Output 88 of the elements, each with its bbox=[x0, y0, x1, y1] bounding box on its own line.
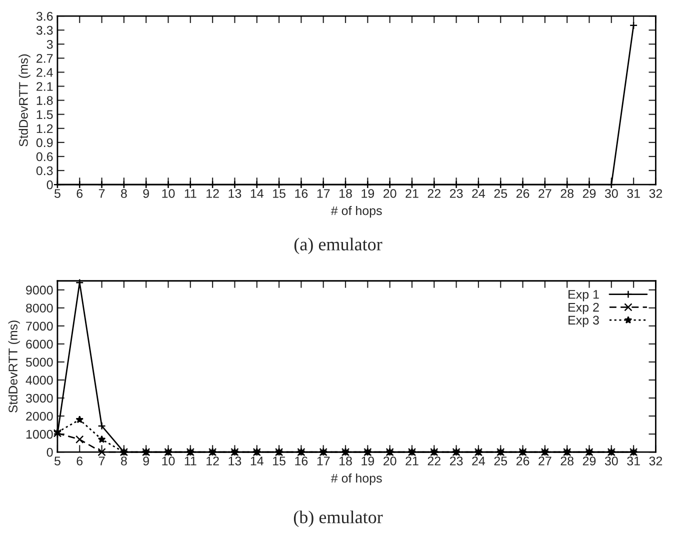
x-tick-label: 13 bbox=[228, 189, 242, 198]
x-tick-label: 16 bbox=[295, 456, 308, 466]
text: (a) emulator bbox=[294, 238, 382, 254]
y-tick-label: 3000 bbox=[26, 394, 53, 403]
y-tick-label: 0.9 bbox=[36, 138, 53, 148]
y-tick-label: 2.1 bbox=[36, 82, 53, 91]
y-tick-label: 0 bbox=[46, 448, 53, 457]
y-tick-label: 6000 bbox=[26, 340, 53, 349]
y-tick-label: 1.5 bbox=[36, 110, 53, 120]
y-tick-label: 3.3 bbox=[36, 26, 53, 35]
x-tick-label: 12 bbox=[206, 189, 219, 198]
x-tick-label: 26 bbox=[516, 189, 530, 198]
x-tick-label: 20 bbox=[384, 456, 396, 466]
legend-label: Exp 1 bbox=[568, 290, 599, 302]
y-tick-label: 3.6 bbox=[36, 12, 53, 21]
x-tick-label: 17 bbox=[317, 189, 330, 198]
x-tick-label: 19 bbox=[362, 189, 374, 198]
x-tick-label: 24 bbox=[472, 456, 486, 466]
x-tick-label: 28 bbox=[560, 456, 574, 466]
x-tick-label: 6 bbox=[76, 456, 83, 466]
x-tick-label: 32 bbox=[649, 456, 662, 466]
x-tick-label: 16 bbox=[295, 189, 308, 198]
y-tick-label: 1.8 bbox=[36, 96, 53, 105]
x-tick-label: 32 bbox=[649, 189, 662, 198]
y-tick-label: 2.4 bbox=[36, 68, 53, 77]
x-tick-label: 9 bbox=[143, 456, 149, 466]
y-axis-title: StdDevRTT (ms) bbox=[8, 320, 20, 413]
x-tick-label: 8 bbox=[121, 456, 127, 466]
x-axis-title: # of hops bbox=[330, 473, 382, 486]
x-tick-label: 27 bbox=[538, 456, 552, 466]
x-tick-label: 18 bbox=[340, 456, 352, 466]
y-axis-title: StdDevRTT (ms) bbox=[18, 54, 30, 146]
y-tick-label: 0 bbox=[46, 180, 53, 190]
x-tick-label: 20 bbox=[384, 189, 396, 198]
x-tick-label: 6 bbox=[76, 189, 83, 198]
y-tick-label: 0.6 bbox=[36, 152, 53, 162]
x-tick-label: 22 bbox=[428, 456, 440, 466]
y-tick-label: 1000 bbox=[26, 430, 53, 439]
x-tick-label: 30 bbox=[604, 189, 618, 198]
x-tick-label: 5 bbox=[54, 456, 60, 466]
x-tick-label: 15 bbox=[273, 189, 286, 198]
x-tick-label: 8 bbox=[121, 189, 127, 198]
x-tick-label: 21 bbox=[406, 456, 418, 466]
x-tick-label: 13 bbox=[228, 456, 242, 466]
x-tick-label: 27 bbox=[538, 189, 552, 198]
y-tick-label: 7000 bbox=[26, 322, 53, 331]
x-tick-label: 14 bbox=[250, 189, 264, 198]
y-tick-label: 2000 bbox=[26, 412, 53, 421]
y-tick-label: 5000 bbox=[26, 358, 53, 367]
text: (b) emulator bbox=[294, 510, 383, 527]
x-tick-label: 26 bbox=[516, 456, 530, 466]
y-tick-label: 2.7 bbox=[36, 54, 53, 63]
x-tick-label: 18 bbox=[340, 189, 352, 198]
x-tick-label: 7 bbox=[98, 456, 105, 466]
x-tick-label: 23 bbox=[450, 189, 463, 198]
x-tick-label: 19 bbox=[362, 456, 374, 466]
x-tick-label: 31 bbox=[627, 456, 640, 466]
x-tick-label: 14 bbox=[250, 456, 264, 466]
y-tick-label: 3 bbox=[46, 40, 53, 49]
y-tick-label: 9000 bbox=[26, 286, 53, 295]
x-tick-label: 10 bbox=[162, 189, 175, 198]
x-tick-label: 28 bbox=[560, 189, 574, 198]
x-tick-label: 5 bbox=[54, 189, 60, 198]
y-tick-label: 4000 bbox=[26, 376, 53, 385]
x-tick-label: 9 bbox=[143, 189, 149, 198]
x-tick-label: 22 bbox=[428, 189, 440, 198]
x-tick-label: 31 bbox=[627, 189, 640, 198]
x-axis-title: # of hops bbox=[330, 206, 382, 218]
y-tick-label: 1.2 bbox=[36, 124, 53, 133]
x-tick-label: 15 bbox=[273, 456, 286, 466]
x-tick-label: 23 bbox=[450, 456, 463, 466]
legend-label: Exp 2 bbox=[568, 302, 599, 314]
legend-label: Exp 3 bbox=[568, 316, 599, 328]
x-tick-label: 25 bbox=[494, 456, 508, 466]
y-tick-label: 0.3 bbox=[36, 166, 53, 176]
x-tick-label: 12 bbox=[206, 456, 219, 466]
y-tick-label: 8000 bbox=[26, 304, 53, 313]
x-tick-label: 21 bbox=[406, 189, 418, 198]
x-tick-label: 29 bbox=[582, 189, 596, 198]
x-tick-label: 7 bbox=[98, 189, 105, 198]
x-tick-label: 11 bbox=[184, 456, 196, 466]
x-tick-label: 10 bbox=[162, 456, 175, 466]
x-tick-label: 30 bbox=[604, 456, 618, 466]
x-tick-label: 24 bbox=[472, 189, 486, 198]
x-tick-label: 17 bbox=[317, 456, 330, 466]
x-tick-label: 25 bbox=[494, 189, 508, 198]
x-tick-label: 29 bbox=[582, 456, 596, 466]
x-tick-label: 11 bbox=[184, 189, 196, 198]
